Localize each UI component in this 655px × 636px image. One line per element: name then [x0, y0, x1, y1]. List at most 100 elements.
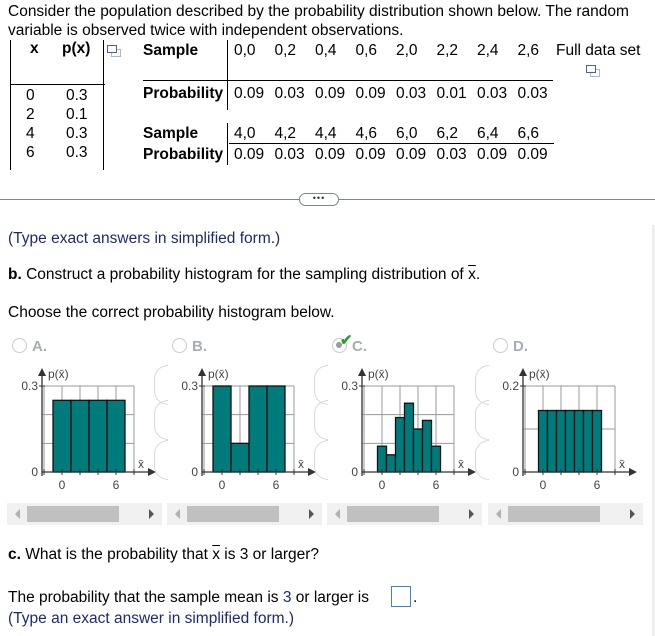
scroll-right-arrow-icon[interactable]: [149, 509, 154, 519]
horizontal-scrollbar[interactable]: [167, 503, 322, 525]
x-bar-symbol: x: [468, 266, 476, 283]
histogram-bar: [537, 409, 549, 473]
x-tick-label: 6: [273, 478, 280, 492]
y-tick-label: 0: [31, 465, 38, 479]
y-tick-label: 0.3: [181, 379, 198, 393]
scroll-right-arrow-icon[interactable]: [630, 509, 635, 519]
sample-value: 2,2: [436, 42, 459, 59]
x-axis-label: x̄: [138, 457, 144, 471]
answer-suffix: or larger is: [291, 589, 369, 606]
radio-button[interactable]: [493, 338, 508, 353]
scroll-left-arrow-icon[interactable]: [175, 509, 180, 519]
x-axis-label: x̄: [619, 457, 625, 471]
instructions-text: (Type exact answers in simplified form.): [8, 230, 281, 247]
part-c-question: c. What is the probability that x is 3 o…: [8, 546, 319, 564]
option-c[interactable]: ✔ C. 0.3 0 0 6 p(x̄) x̄: [314, 330, 485, 530]
probability-histogram: 0.2 0 0 6 p(x̄) x̄: [502, 367, 637, 492]
histogram-bar: [582, 409, 594, 473]
x-axis-arrow-icon: [308, 468, 316, 476]
scroll-left-arrow-icon[interactable]: [496, 509, 501, 519]
scroll-left-arrow-icon[interactable]: [15, 509, 20, 519]
cell-x: 0: [26, 87, 35, 104]
probability-histogram: 0.3 0 0 6 p(x̄) x̄: [181, 367, 316, 492]
intro-line-2: variable is observed twice with independ…: [8, 22, 404, 39]
horizontal-scrollbar[interactable]: [488, 503, 643, 525]
probability-value: 0.09: [396, 146, 427, 163]
sample-value: 0,4: [315, 42, 337, 59]
histogram-bar: [212, 385, 232, 473]
horizontal-scrollbar[interactable]: [327, 503, 482, 525]
scroll-right-arrow-icon[interactable]: [469, 509, 474, 519]
x-tick-label: 6: [433, 478, 440, 492]
probability-value: 0.09: [315, 146, 346, 163]
scroll-left-arrow-icon[interactable]: [335, 509, 340, 519]
y-axis-arrow-icon: [198, 368, 206, 376]
population-table: x p(x) 0 0.3 2 0.1 4 0.3 6 0.3: [0, 40, 110, 170]
sample-value: 4,6: [355, 125, 378, 142]
histogram-bar: [421, 419, 433, 473]
probability-value: 0.09: [355, 85, 386, 102]
y-tick-label: 0.3: [21, 379, 38, 393]
histogram-bar: [70, 399, 90, 473]
table-left-border: [10, 40, 11, 170]
intro-line-1: Consider the population described by the…: [8, 3, 629, 20]
histogram-bar: [266, 385, 286, 473]
expand-ellipsis-button[interactable]: •••: [299, 193, 339, 206]
option-letter: B.: [192, 338, 207, 355]
x-tick-label: 0: [219, 478, 226, 492]
probability-value: 0.03: [517, 85, 548, 102]
y-axis-label: p(x̄): [48, 367, 69, 381]
probability-histogram: 0.3 0 0 6 p(x̄) x̄: [341, 367, 476, 492]
answer-prefix: The probability that the sample mean is: [8, 589, 283, 606]
answer-hint: (Type an exact answer in simplified form…: [8, 610, 294, 627]
scroll-thumb[interactable]: [347, 506, 439, 522]
radio-button[interactable]: [12, 338, 27, 353]
probability-label: Probability: [143, 146, 224, 163]
sample-value: 6,6: [517, 125, 540, 142]
probability-value: 0.09: [315, 85, 346, 102]
x-tick-label: 0: [59, 478, 66, 492]
scroll-thumb[interactable]: [187, 506, 279, 522]
sample-table-rule: [143, 80, 553, 81]
option-letter: D.: [513, 338, 528, 355]
y-axis-label: p(x̄): [529, 367, 550, 381]
scroll-right-arrow-icon[interactable]: [309, 509, 314, 519]
histogram-bar: [412, 428, 424, 473]
y-tick-label: 0.2: [502, 379, 519, 393]
sample-value: 4,0: [234, 125, 256, 142]
sample-label: Sample: [143, 125, 199, 142]
histogram-bar: [88, 399, 108, 473]
part-c-label: c.: [8, 546, 21, 563]
sample-value: 0,6: [355, 42, 378, 59]
y-tick-label: 0: [191, 465, 198, 479]
sample-label: Sample: [143, 42, 199, 59]
sample-table-divider: [227, 123, 228, 165]
x-axis-label: x̄: [458, 457, 464, 471]
full-data-set-copy-icon[interactable]: [586, 65, 600, 77]
cell-p: 0.3: [66, 144, 88, 161]
choose-instruction: Choose the correct probability histogram…: [8, 304, 335, 321]
option-letter: A.: [32, 338, 47, 355]
copy-icon[interactable]: [107, 45, 121, 57]
histogram-bar: [52, 399, 72, 473]
horizontal-scrollbar[interactable]: [7, 503, 162, 525]
option-a[interactable]: A. 0.3 0 0 6 p(x̄) x̄: [0, 330, 165, 530]
probability-value: 0.09: [517, 146, 548, 163]
y-axis-label: p(x̄): [208, 367, 229, 381]
sample-value: 4,4: [315, 125, 337, 142]
radio-button[interactable]: [172, 338, 187, 353]
histogram-bar: [555, 409, 567, 473]
probability-label: Probability: [143, 85, 224, 102]
option-d[interactable]: D. 0.2 0 0 6 p(x̄) x̄: [475, 330, 646, 530]
probability-answer-input[interactable]: [391, 586, 411, 607]
scroll-thumb[interactable]: [27, 506, 119, 522]
scroll-thumb[interactable]: [508, 506, 600, 522]
option-b[interactable]: B. 0.3 0 0 6 p(x̄) x̄: [154, 330, 325, 530]
sample-value: 2,6: [517, 42, 540, 59]
full-data-set-label[interactable]: Full data set: [556, 42, 641, 59]
radio-button[interactable]: [332, 338, 347, 353]
part-b-label: b.: [8, 266, 22, 283]
sample-value: 2,4: [477, 42, 499, 59]
histogram-bar: [591, 409, 603, 473]
probability-value: 0.03: [274, 146, 305, 163]
